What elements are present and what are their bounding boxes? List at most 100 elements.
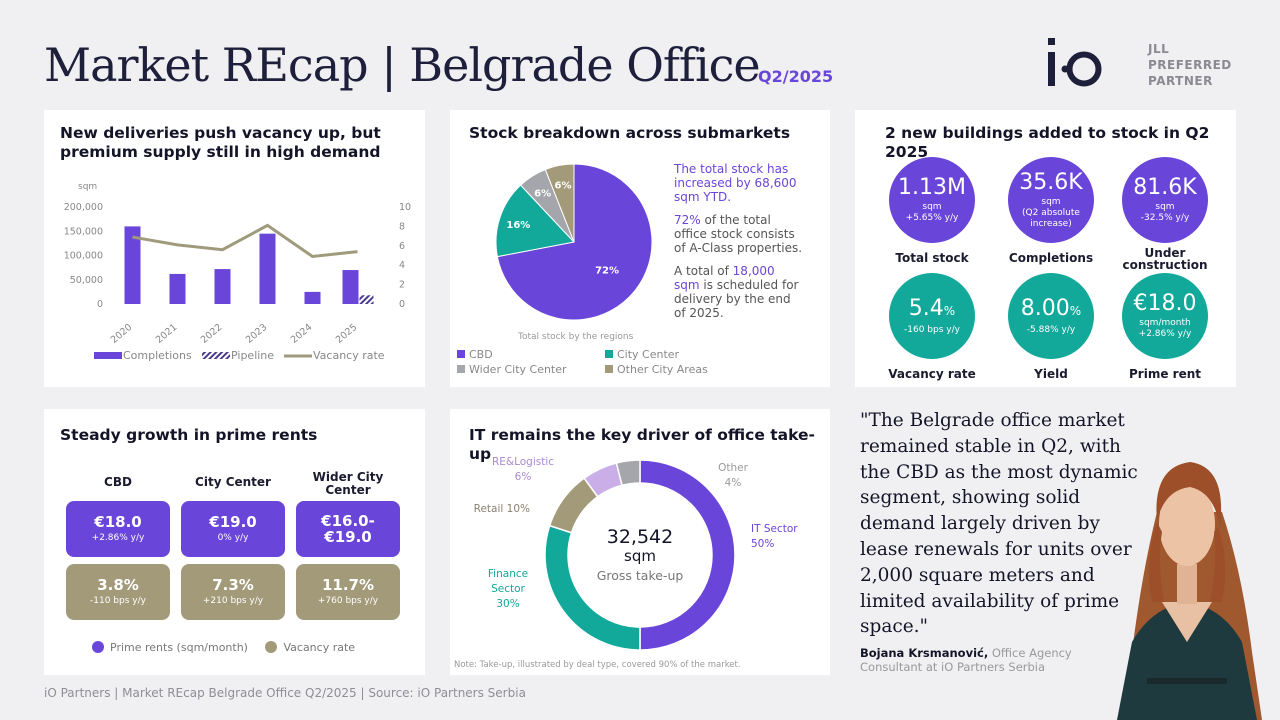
kpi-value: 5.4% [908, 295, 956, 321]
completions-bar [304, 291, 321, 304]
takeup-label-value: 50% [751, 538, 774, 550]
x-tick-label: 2023 [244, 322, 270, 346]
takeup-label-value: 30% [496, 598, 519, 610]
deliveries-title: New deliveries push vacancy up, but prem… [60, 124, 381, 161]
legend-completions-label: Completions [123, 349, 192, 362]
kpi-label: Under construction [1122, 246, 1208, 272]
kpi-unit: % [1069, 303, 1082, 318]
x-tick-label: 2021 [154, 322, 180, 346]
rent-value: €19.0 [209, 513, 257, 531]
takeup-donut-segment [615, 459, 641, 487]
y2-tick-label: 6 [399, 241, 405, 252]
kpi-value: 1.13M [898, 175, 966, 200]
legend-vacancy-label: Vacancy rate [313, 349, 385, 362]
kpi-circle: €18.0 sqm/month +2.86% y/y [1122, 273, 1208, 359]
stock-pie-slice [496, 163, 653, 321]
x-tick-label: 2024 [289, 322, 315, 346]
x-tick-label: 2025 [334, 322, 360, 346]
kpi-value: €18.0 [1133, 291, 1197, 316]
kpi-circle: 8.00% -5.88% y/y [1008, 273, 1094, 359]
legend-rent-dot [92, 641, 104, 653]
kpi-circle: 81.6K sqm -32.5% y/y [1122, 157, 1208, 243]
kpi-sub1: sqm/month [1139, 318, 1191, 328]
stock-legend-item: CBD [457, 348, 493, 361]
takeup-total-value: 32,542 [606, 526, 674, 548]
kpi-sub2: +2.86% y/y [1138, 329, 1192, 339]
stock-legend-swatch [457, 365, 465, 373]
stock-pie-label: 72% [595, 265, 619, 276]
legend-completions-swatch [94, 352, 122, 359]
io-partners-logo [1048, 38, 1102, 87]
rent-box: €16.0-€19.0 [296, 501, 400, 557]
takeup-note: Note: Take-up, illustrated by deal type,… [454, 660, 741, 670]
completions-bar [214, 269, 231, 304]
kpi-sub2: (Q2 absolute increase) [1022, 207, 1080, 229]
stock-legend-label: City Center [617, 348, 680, 361]
stock-pie-label: 6% [555, 181, 572, 192]
rent-change: 0% y/y [217, 533, 249, 543]
x-tick-label: 2020 [109, 322, 135, 346]
vacancy-change: +760 bps y/y [317, 596, 379, 606]
y2-tick-label: 4 [399, 260, 405, 271]
y2-tick-label: 10 [399, 202, 411, 213]
vacancy-box: 11.7% +760 bps y/y [296, 564, 400, 620]
stock-pie-chart: 72% 16% 6% 6% [495, 163, 653, 321]
kpi-sub2: -32.5% y/y [1140, 213, 1190, 223]
rents-title: Steady growth in prime rents [60, 426, 318, 444]
rent-column-header: City Center [195, 475, 271, 489]
vacancy-value: 7.3% [212, 576, 254, 594]
takeup-label: Sector [491, 583, 525, 595]
takeup-total-label: Gross take-up [596, 568, 684, 583]
stock-note-2: 72% of the total office stock consists o… [674, 213, 803, 255]
takeup-card: IT remains the key driver of office take… [450, 409, 830, 675]
kpi-label: Prime rent [1129, 367, 1201, 381]
kpi-value: 81.6K [1133, 175, 1197, 200]
kpi-label: Total stock [895, 251, 969, 265]
quote-text: "The Belgrade office market remained sta… [860, 410, 1138, 638]
stock-note-3: A total of 18,000 sqm is scheduled for d… [674, 264, 799, 320]
rent-value: €18.0 [94, 513, 142, 531]
kpi-card: 2 new buildings added to stock in Q2 202… [855, 110, 1236, 387]
kpi-circle: 1.13M sqm +5.65% y/y [889, 157, 975, 243]
stock-card: Stock breakdown across submarkets 72% 16%… [450, 110, 830, 387]
stock-legend-item: City Center [605, 348, 679, 361]
completions-bar [124, 226, 141, 304]
y-tick-label: 150,000 [64, 226, 103, 237]
period-label: Q2/2025 [758, 67, 834, 86]
takeup-label: RE&Logistic [492, 456, 554, 468]
completions-bar [342, 270, 359, 304]
stock-legend-swatch [457, 350, 465, 358]
y2-tick-label: 2 [399, 280, 405, 291]
takeup-label: IT Sector [751, 523, 798, 535]
vacancy-change: -110 bps y/y [90, 596, 146, 606]
kpi-circle: 35.6K sqm (Q2 absolute increase) [1008, 157, 1094, 243]
legend-pipeline-label: Pipeline [231, 349, 274, 362]
kpi-sub1: -160 bps y/y [904, 324, 960, 335]
stock-legend-swatch [605, 350, 613, 358]
stock-legend-label: CBD [469, 348, 493, 361]
kpi-label: Yield [1034, 367, 1068, 381]
stock-legend-swatch [605, 365, 613, 373]
page-title: Market REcap | Belgrade Office [44, 38, 761, 92]
footer-source: iO Partners | Market REcap Belgrade Offi… [44, 686, 526, 700]
vacancy-box: 7.3% +210 bps y/y [181, 564, 285, 620]
y-tick-label: 200,000 [64, 202, 103, 213]
kpi-sub1: sqm [1041, 196, 1061, 207]
stock-legend-item: Other City Areas [605, 363, 708, 376]
quote-author: Bojana Krsmanović, Office Agency Consult… [860, 646, 1072, 674]
pipeline-bar [359, 295, 374, 304]
takeup-donut-segment [639, 459, 736, 651]
stock-legend-item: Wider City Center [457, 363, 567, 376]
rent-value: €16.0-€19.0 [321, 512, 375, 546]
x-tick-label: 2022 [199, 322, 225, 346]
kpi-label: Vacancy rate [888, 367, 976, 381]
kpi-circle: 5.4% -160 bps y/y [889, 273, 975, 359]
takeup-label-value: 4% [725, 477, 742, 489]
kpi-label: Completions [1008, 251, 1094, 265]
stock-note-1: The total stock has increased by 68,600 … [674, 162, 797, 204]
vacancy-rate-line [132, 223, 358, 259]
rent-column-header: Wider City Center [312, 470, 384, 497]
stock-caption: Total stock by the regions [518, 332, 634, 342]
takeup-label: Other [718, 462, 748, 474]
vacancy-value: 11.7% [321, 576, 375, 594]
